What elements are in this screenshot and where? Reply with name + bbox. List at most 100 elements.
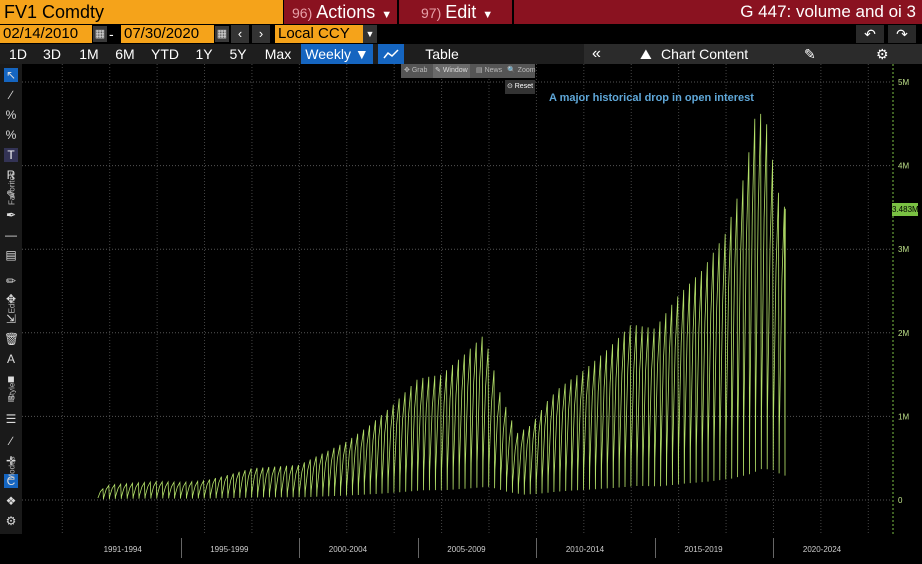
chart-content-panel: « ⛰ Chart Content ✎ ⚙ [584,44,922,64]
grab-button[interactable]: ✥ Grab [404,67,428,74]
pointer-icon[interactable]: ↖ [4,68,18,82]
reset-button[interactable]: ⊙ Reset [505,80,535,94]
news-label: News [484,67,503,74]
range-1d[interactable]: 1D [9,46,27,62]
x-axis [22,534,892,564]
settings-icon[interactable]: ⚙ [5,514,17,528]
range-max[interactable]: Max [264,46,292,62]
x-tick-label: 2005-2009 [447,545,486,554]
snap-icon[interactable]: C [4,474,18,488]
undo-button[interactable]: ↶ [856,25,884,43]
horizontal-line-icon[interactable]: — [5,228,17,242]
start-date-field[interactable]: 02/14/2010 [0,25,92,43]
trash-icon[interactable]: 🗑 [4,332,20,346]
window-label: Window [442,67,468,74]
news-button[interactable]: ▤ News [476,67,503,74]
grab-label: Grab [411,67,428,74]
line-style-icon[interactable]: ≡ [7,392,15,406]
x-axis-separator [180,538,182,558]
y-tick-label: 5M [898,78,909,87]
collapse-icon[interactable]: « [592,45,601,62]
period-label: Weekly [305,46,351,62]
line-chart-icon[interactable] [378,44,404,64]
range-1m[interactable]: 1M [79,46,99,62]
y-tick-label: 2M [898,329,909,338]
date-separator: - [109,26,114,42]
line-weight-icon[interactable]: ☰ [5,412,17,426]
chevron-down-icon: ▼ [381,9,393,21]
x-axis-separator [773,538,775,558]
zoom-label: Zoom [517,67,536,74]
edit-menu-label: Edit [445,2,477,22]
regression-icon[interactable]: R [6,168,16,182]
x-tick-label: 1995-1999 [210,545,249,554]
edit-pencil-icon[interactable]: ✎ [804,46,816,62]
reset-label: Reset [514,83,534,90]
y-tick-label: 1M [898,412,909,421]
window-button[interactable]: ✎ Window [433,64,470,78]
range-ytd[interactable]: YTD [151,46,179,62]
x-tick-label: 2020-2024 [802,545,842,554]
top-bar: FV1 Comdty 96) Actions ▼ 97) Edit ▼ G 447: v… [0,0,922,24]
calendar-icon[interactable]: ▦ [93,26,107,42]
actions-menu-label: Actions [316,2,376,22]
edit-menu-button[interactable]: 97) Edit ▼ [399,0,512,24]
chevron-left-icon[interactable]: ‹ [231,25,249,43]
chart-content-button[interactable]: Chart Content [661,46,749,62]
zoom-button[interactable]: 🔍 Zoom [507,67,536,74]
color-mode-icon[interactable]: ❖ [5,494,17,508]
drawing-toolbar: ↖ ∕ % % T R ✎ ✒ — ▤ ✏ ✥ ⇲ 🗑 A ■ ≡ ☰ ∕ ✛ … [0,64,22,534]
actions-menu-button[interactable]: 96) Actions ▼ [284,0,397,24]
chart-plot-area[interactable] [22,64,892,534]
y-tick-label: 0 [898,496,903,505]
last-value-badge: 3.483M [892,203,919,216]
calendar-icon[interactable]: ▦ [215,26,229,42]
percent-tool-icon[interactable]: % [5,108,17,122]
x-tick-label: 1991-1994 [103,545,142,554]
channel-icon[interactable]: ▤ [5,248,17,262]
move-icon[interactable]: ✥ [5,292,17,306]
ticker-field[interactable]: FV1 Comdty [0,0,283,24]
y-tick-label: 3M [898,245,909,254]
chart-content-icon: ⛰ [640,46,652,62]
line-chart-glyph [383,49,399,59]
select-move-icon[interactable]: ⇲ [5,312,17,326]
fill-color-icon[interactable]: ■ [7,372,15,386]
style-label: Style [7,382,17,401]
chevron-right-icon[interactable]: › [252,25,270,43]
chevron-down-icon: ▼ [482,9,494,21]
period-select[interactable]: Weekly ▼ [301,44,373,64]
range-5y[interactable]: 5Y [229,46,247,62]
currency-select[interactable]: Local CCY [275,25,363,43]
series-line [97,113,786,500]
brush-icon[interactable]: ✎ [5,188,17,202]
open-interest-series [97,113,786,500]
favorites-label: Favorites [7,172,17,205]
x-axis-separator [536,538,538,558]
font-icon[interactable]: A [6,352,15,366]
range-6m[interactable]: 6M [115,46,135,62]
crosshair-draw-icon[interactable]: ∕ [9,434,12,448]
pen-icon[interactable]: ✒ [5,208,17,222]
pencil-icon[interactable]: ✏ [5,274,17,288]
text-tool-icon[interactable]: T [4,148,18,162]
chart-title: G 447: volume and oi 3 [514,0,922,24]
chevron-down-icon[interactable]: ▼ [363,25,377,43]
y-tick-label: 4M [898,162,909,171]
edit-label: Edit [7,299,17,314]
range-1y[interactable]: 1Y [195,46,213,62]
crosshair-icon[interactable]: ✛ [5,454,17,468]
gear-icon[interactable]: ⚙ [876,46,889,62]
modes-label: Modes [7,456,17,481]
redo-button[interactable]: ↷ [888,25,916,43]
end-date-field[interactable]: 07/30/2020 [121,25,214,43]
chevron-down-icon: ▼ [354,46,369,62]
chart-annotation: A major historical drop in open interest [549,92,754,104]
range-3d[interactable]: 3D [43,46,61,62]
line-draw-icon[interactable]: ∕ [9,88,12,102]
percent-range-icon[interactable]: % [5,128,17,142]
x-tick-label: 2000-2004 [328,545,368,554]
edit-menu-number: 97) [421,5,442,21]
table-button[interactable]: Table [425,46,459,62]
date-row [0,24,922,44]
